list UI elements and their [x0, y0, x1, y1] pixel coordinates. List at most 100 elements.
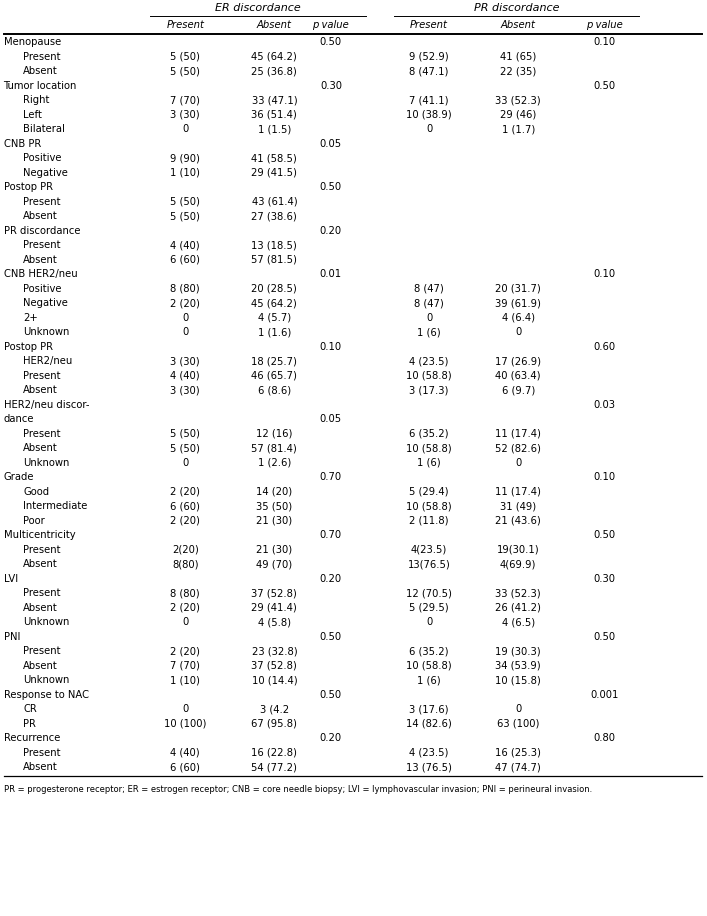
Text: 39 (61.9): 39 (61.9): [496, 298, 541, 308]
Text: 0.50: 0.50: [593, 81, 616, 91]
Text: 47 (74.7): 47 (74.7): [496, 762, 541, 772]
Text: 0.50: 0.50: [593, 631, 616, 641]
Text: 6 (60): 6 (60): [170, 501, 200, 511]
Text: 7 (70): 7 (70): [170, 660, 200, 671]
Text: 0.10: 0.10: [593, 269, 616, 279]
Text: 26 (41.2): 26 (41.2): [496, 603, 541, 613]
Text: 0: 0: [515, 327, 521, 337]
Text: 3 (30): 3 (30): [170, 385, 200, 395]
Text: 1 (6): 1 (6): [417, 458, 441, 467]
Text: 9 (90): 9 (90): [170, 153, 200, 163]
Text: 6 (60): 6 (60): [170, 255, 200, 265]
Text: 0.50: 0.50: [320, 631, 342, 641]
Text: Recurrence: Recurrence: [4, 733, 60, 743]
Text: 0.03: 0.03: [593, 399, 616, 409]
Text: 0.20: 0.20: [320, 733, 342, 743]
Text: 2 (20): 2 (20): [170, 486, 200, 496]
Text: 11 (17.4): 11 (17.4): [496, 486, 541, 496]
Text: Present: Present: [23, 588, 61, 598]
Text: 18 (25.7): 18 (25.7): [252, 356, 297, 366]
Text: 0: 0: [426, 124, 432, 134]
Text: 7 (70): 7 (70): [170, 95, 200, 105]
Text: 2+: 2+: [23, 312, 38, 322]
Text: 13(76.5): 13(76.5): [408, 559, 450, 569]
Text: 5 (50): 5 (50): [170, 429, 200, 439]
Text: 0: 0: [515, 704, 521, 714]
Text: Present: Present: [23, 371, 61, 380]
Text: 17 (26.9): 17 (26.9): [495, 356, 542, 366]
Text: Multicentricity: Multicentricity: [4, 530, 75, 540]
Text: 4(69.9): 4(69.9): [500, 559, 537, 569]
Text: 33 (47.1): 33 (47.1): [252, 95, 297, 105]
Text: 1 (1.6): 1 (1.6): [257, 327, 291, 337]
Text: 8 (47): 8 (47): [414, 284, 444, 293]
Text: Response to NAC: Response to NAC: [4, 690, 88, 700]
Text: 5 (50): 5 (50): [170, 66, 200, 76]
Text: 0.60: 0.60: [593, 342, 616, 352]
Text: 10 (100): 10 (100): [164, 718, 206, 728]
Text: 13 (18.5): 13 (18.5): [252, 240, 297, 250]
Text: 0.20: 0.20: [320, 225, 342, 235]
Text: 5 (50): 5 (50): [170, 197, 200, 207]
Text: HER2/neu discor-: HER2/neu discor-: [4, 399, 89, 409]
Text: PR discordance: PR discordance: [4, 225, 80, 235]
Text: 0: 0: [182, 704, 188, 714]
Text: 21 (43.6): 21 (43.6): [496, 516, 541, 526]
Text: 0.50: 0.50: [320, 37, 342, 47]
Text: Present: Present: [23, 646, 61, 656]
Text: Absent: Absent: [23, 603, 58, 613]
Text: 1 (6): 1 (6): [417, 675, 441, 685]
Text: 5 (50): 5 (50): [170, 443, 200, 453]
Text: 14 (82.6): 14 (82.6): [407, 718, 452, 728]
Text: 29 (46): 29 (46): [500, 110, 537, 120]
Text: Absent: Absent: [257, 20, 292, 30]
Text: 7 (41.1): 7 (41.1): [409, 95, 449, 105]
Text: 0: 0: [182, 327, 188, 337]
Text: 22 (35): 22 (35): [500, 66, 537, 76]
Text: 29 (41.4): 29 (41.4): [252, 603, 297, 613]
Text: 46 (65.7): 46 (65.7): [252, 371, 297, 380]
Text: Absent: Absent: [23, 660, 58, 671]
Text: 2(20): 2(20): [172, 545, 199, 554]
Text: 0.05: 0.05: [320, 414, 342, 424]
Text: Absent: Absent: [23, 559, 58, 569]
Text: CR: CR: [23, 704, 37, 714]
Text: 10 (58.8): 10 (58.8): [407, 443, 452, 453]
Text: Present: Present: [23, 51, 61, 61]
Text: LVI: LVI: [4, 573, 18, 583]
Text: Present: Present: [23, 240, 61, 250]
Text: Tumor location: Tumor location: [4, 81, 77, 91]
Text: 12 (16): 12 (16): [256, 429, 293, 439]
Text: 1 (10): 1 (10): [170, 168, 200, 178]
Text: 0: 0: [426, 312, 432, 322]
Text: 3 (17.3): 3 (17.3): [409, 385, 449, 395]
Text: Right: Right: [23, 95, 49, 105]
Text: 10 (58.8): 10 (58.8): [407, 660, 452, 671]
Text: 4 (6.5): 4 (6.5): [502, 617, 534, 627]
Text: 13 (76.5): 13 (76.5): [407, 762, 452, 772]
Text: 49 (70): 49 (70): [256, 559, 293, 569]
Text: Positive: Positive: [23, 153, 62, 163]
Text: 3 (30): 3 (30): [170, 110, 200, 120]
Text: 0: 0: [182, 124, 188, 134]
Text: 45 (64.2): 45 (64.2): [252, 51, 297, 61]
Text: 6 (60): 6 (60): [170, 762, 200, 772]
Text: 8 (80): 8 (80): [170, 588, 200, 598]
Text: 1 (10): 1 (10): [170, 675, 200, 685]
Text: Unknown: Unknown: [23, 458, 70, 467]
Text: 57 (81.5): 57 (81.5): [252, 255, 297, 265]
Text: Absent: Absent: [23, 255, 58, 265]
Text: 14 (20): 14 (20): [256, 486, 293, 496]
Text: 12 (70.5): 12 (70.5): [407, 588, 452, 598]
Text: 57 (81.4): 57 (81.4): [252, 443, 297, 453]
Text: 0: 0: [426, 617, 432, 627]
Text: 4 (23.5): 4 (23.5): [409, 356, 449, 366]
Text: 41 (65): 41 (65): [500, 51, 537, 61]
Text: 3 (30): 3 (30): [170, 356, 200, 366]
Text: CNB HER2/neu: CNB HER2/neu: [4, 269, 77, 279]
Text: PR discordance: PR discordance: [474, 3, 559, 13]
Text: Intermediate: Intermediate: [23, 501, 88, 511]
Text: 4 (40): 4 (40): [170, 747, 200, 758]
Text: 16 (25.3): 16 (25.3): [496, 747, 541, 758]
Text: 0: 0: [182, 458, 188, 467]
